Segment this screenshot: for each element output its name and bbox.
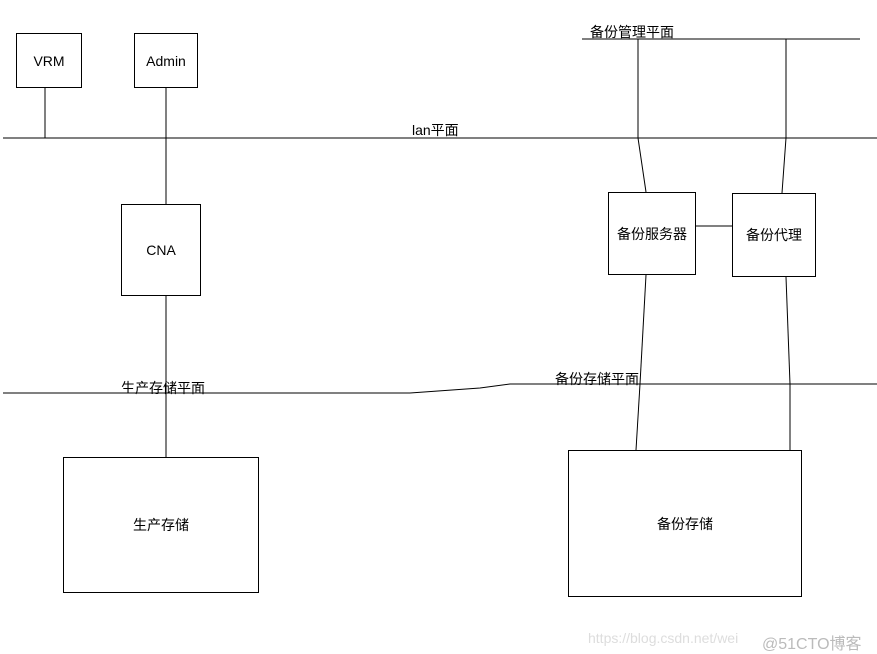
line-agent-to-mgmt (782, 39, 786, 193)
node-admin: Admin (134, 33, 198, 88)
node-backup-server-label: 备份服务器 (617, 224, 687, 244)
node-backup-storage: 备份存储 (568, 450, 802, 597)
node-cna-label: CNA (146, 242, 176, 258)
node-backup-server: 备份服务器 (608, 192, 696, 275)
node-backup-storage-label: 备份存储 (657, 514, 713, 534)
node-admin-label: Admin (146, 53, 186, 69)
line-bkplane-to-store-l (636, 384, 640, 450)
line-agent-to-bkplane (786, 277, 790, 384)
node-cna: CNA (121, 204, 201, 296)
node-prod-storage-label: 生产存储 (133, 515, 189, 535)
node-prod-storage: 生产存储 (63, 457, 259, 593)
label-backup-mgmt-plane: 备份管理平面 (590, 22, 674, 42)
line-srv-to-bkplane (640, 275, 646, 384)
line-prod-store-plane-r (410, 384, 540, 393)
label-prod-storage-plane: 生产存储平面 (121, 378, 205, 398)
node-backup-agent: 备份代理 (732, 193, 816, 277)
node-vrm: VRM (16, 33, 82, 88)
node-backup-agent-label: 备份代理 (746, 225, 802, 245)
line-srv-to-mgmt (638, 39, 646, 192)
label-lan-plane: lan平面 (412, 120, 459, 140)
label-backup-storage-plane: 备份存储平面 (555, 369, 639, 389)
node-vrm-label: VRM (33, 53, 64, 69)
